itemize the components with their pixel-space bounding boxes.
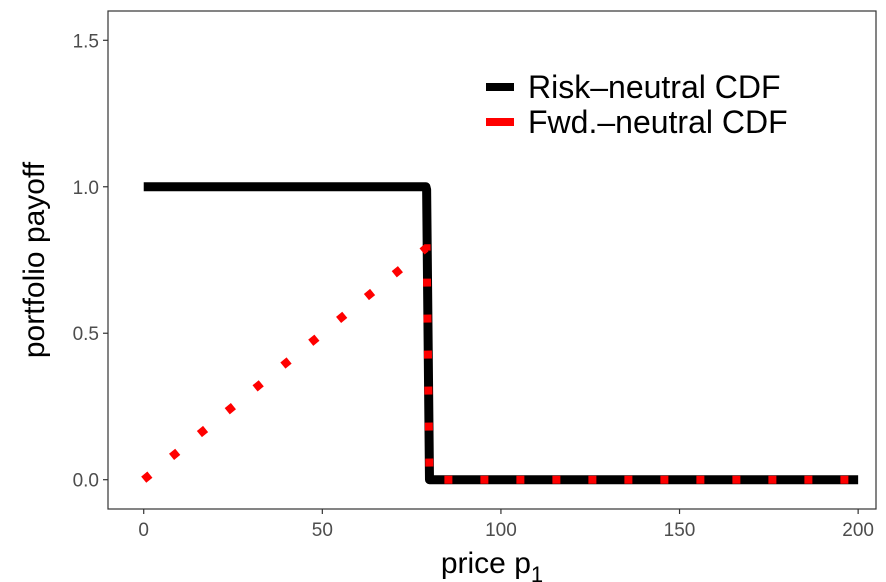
x-axis-title-subscript: 1 [531,562,543,582]
x-tick-label: 100 [485,520,517,541]
y-axis-title: portfolio payoff [18,161,51,358]
series-line-risk-neutral [143,182,859,485]
x-tick-label: 0 [138,520,149,541]
y-tick-label: 1.0 [73,178,99,199]
y-tick-label: 1.5 [73,31,99,52]
x-tick-label: 50 [312,520,333,541]
y-tick-label: 0.5 [73,324,99,345]
y-tick-label: 0.0 [73,471,99,492]
x-axis-title: price p1 [441,547,543,582]
legend: Risk–neutral CDF Fwd.–neutral CDF [486,69,788,140]
series-line-fwd-neutral [141,244,859,484]
plot-panel-border [107,10,877,510]
x-axis-title-main: price p [441,547,531,580]
ticks-layer: 0 50 100 150 200 0.0 0.5 1.0 1.5 [73,31,874,541]
legend-label-risk-neutral: Risk–neutral CDF [528,69,781,105]
series-layer [141,182,859,485]
legend-label-fwd-neutral: Fwd.–neutral CDF [528,104,788,140]
x-tick-label: 150 [664,520,696,541]
x-tick-label: 200 [842,520,874,541]
